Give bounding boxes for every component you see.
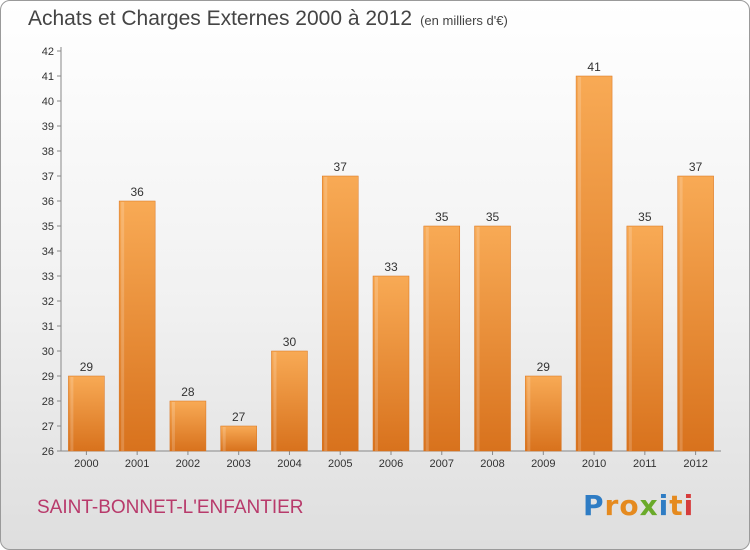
bar-value-label: 29 [80,360,94,374]
x-tick-label: 2001 [125,458,149,470]
y-tick-label: 40 [42,96,54,108]
x-tick-label: 2005 [328,458,352,470]
logo-letter: x [639,489,659,522]
x-tick-label: 2006 [379,458,403,470]
x-tick-label: 2007 [430,458,454,470]
x-tick-label: 2012 [683,458,707,470]
logo-letter: i [683,489,695,522]
y-tick-label: 39 [42,121,54,133]
x-tick-label: 2011 [633,458,657,470]
bar-value-label: 36 [130,185,144,199]
bar-value-label: 35 [638,210,652,224]
y-tick-label: 35 [42,221,54,233]
bar-highlight [273,352,277,451]
chart-unit: (en milliers d'€) [420,13,508,28]
bar [372,275,410,452]
x-tick-label: 2004 [277,458,301,470]
y-tick-label: 27 [42,421,54,433]
bar [118,200,156,452]
y-tick-label: 34 [42,246,54,258]
bar-value-label: 30 [283,335,297,349]
bar [68,375,105,452]
y-tick-label: 29 [42,371,54,383]
bar-highlight [679,177,683,451]
bar [525,375,562,452]
bar-highlight [121,202,125,451]
chart-title: Achats et Charges Externes 2000 à 2012 (e… [28,7,508,31]
bar [169,400,207,452]
x-tick-label: 2009 [531,458,555,470]
bar [626,225,664,452]
x-tick-label: 2010 [582,458,606,470]
logo-letter: i [658,489,670,522]
bar-value-label: 35 [486,210,500,224]
bar-highlight [527,377,531,451]
proxiti-logo: Proxiti [583,489,694,522]
y-tick-label: 42 [42,46,54,58]
bar-highlight [375,277,378,451]
bar-value-label: 33 [384,260,398,274]
x-tick-label: 2002 [176,458,200,470]
bar-highlight [628,227,632,451]
y-tick-label: 37 [42,171,54,183]
bar [321,175,359,452]
bar-value-label: 35 [435,210,449,224]
y-tick-label: 26 [42,446,54,458]
logo-letter: r [604,489,620,522]
bar-value-label: 41 [587,60,601,74]
y-tick-label: 30 [42,346,54,358]
y-tick-label: 41 [42,71,54,83]
x-tick-label: 2008 [480,458,504,470]
chart-title-text: Achats et Charges Externes 2000 à 2012 [28,7,413,30]
bar-highlight [425,227,429,451]
bar-highlight [222,427,226,451]
bar [271,350,308,452]
bar-value-label: 37 [334,160,348,174]
logo-letter: P [583,489,605,522]
bar [677,175,714,452]
bar [474,225,511,452]
bar-value-label: 27 [232,410,246,424]
bar-value-label: 28 [181,385,195,399]
y-tick-label: 33 [42,271,54,283]
y-tick-label: 38 [42,146,54,158]
bar-highlight [324,177,328,451]
bar-highlight [70,377,74,451]
commune-name: SAINT-BONNET-L'ENFANTIER [37,497,304,518]
y-tick-label: 36 [42,196,54,208]
bar [220,425,257,452]
bar-value-label: 29 [537,360,551,374]
bar-value-label: 37 [689,160,703,174]
y-tick-label: 32 [42,296,54,308]
logo-letter: t [669,489,684,522]
bar-highlight [171,402,175,451]
bar [575,75,613,452]
logo-letter: o [619,489,640,522]
bar-highlight [578,77,582,451]
y-tick-label: 31 [42,321,54,333]
y-tick-label: 28 [42,396,54,408]
x-tick-label: 2003 [226,458,250,470]
bar-highlight [476,227,480,451]
x-tick-label: 2000 [74,458,98,470]
bar [423,225,461,452]
